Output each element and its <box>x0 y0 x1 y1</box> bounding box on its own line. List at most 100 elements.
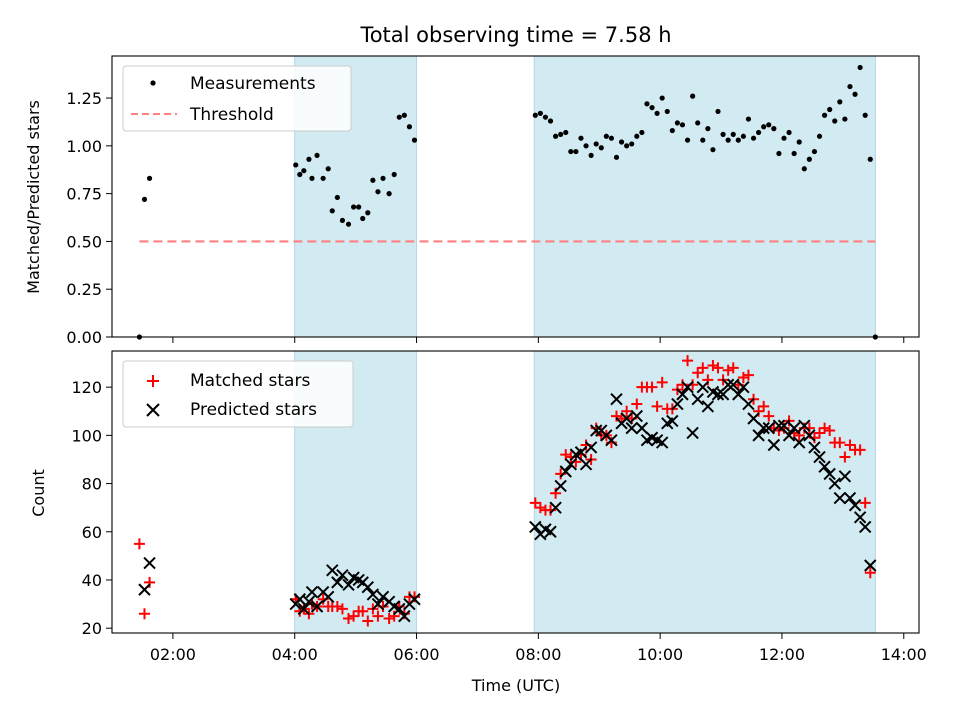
measurements-point <box>715 108 721 115</box>
matched-stars-point <box>712 362 724 374</box>
measurements-point <box>644 101 650 107</box>
predicted-stars-point <box>798 419 811 432</box>
predicted-stars-point <box>823 467 836 481</box>
predicted-stars-point <box>808 441 821 454</box>
measurements-point <box>664 108 670 115</box>
predicted-stars-point <box>666 414 679 428</box>
measurements-point <box>827 106 833 113</box>
measurements-point <box>365 210 371 216</box>
measurements-point <box>345 221 352 227</box>
measurements-point <box>766 122 772 128</box>
measurements-point <box>297 171 303 178</box>
measurements-point <box>401 112 407 118</box>
matched-stars-point <box>824 425 836 437</box>
predicted-stars-point <box>757 421 770 435</box>
measurements-point <box>411 137 418 143</box>
predicted-stars-point <box>777 419 791 432</box>
matched-stars-point <box>383 613 395 625</box>
predicted-stars-point <box>366 588 380 601</box>
measurements-point <box>659 95 665 101</box>
matched-stars-point <box>864 567 876 579</box>
predicted-stars-point <box>310 600 324 613</box>
predicted-stars-point <box>293 593 306 606</box>
measurements-point <box>634 133 640 139</box>
measurements-point <box>578 135 584 141</box>
measurements-point <box>608 135 615 141</box>
predicted-stars-point <box>579 458 593 471</box>
bottom-y-axis: 20 40 60 80 100 120 <box>71 378 112 638</box>
measurements-point <box>320 175 326 181</box>
measurements-point <box>293 162 299 168</box>
predicted-stars-point <box>605 433 618 447</box>
measurements-point <box>867 156 873 162</box>
matched-stars-point <box>372 610 384 622</box>
measurements-point <box>690 93 696 99</box>
predicted-stars-point <box>331 576 344 589</box>
matched-stars-point <box>133 538 145 550</box>
measurements-point <box>674 120 681 126</box>
measurements-point <box>750 135 757 141</box>
measurements-point <box>700 137 706 143</box>
predicted-stars-point <box>701 400 715 413</box>
measurements-point <box>360 215 366 222</box>
measurements-point <box>740 133 746 139</box>
measurements-point <box>806 156 812 162</box>
measurements-point <box>745 116 752 122</box>
measurements-point <box>552 133 559 139</box>
predicted-stars-point <box>696 380 709 394</box>
bot-y-tick-label: 60 <box>82 523 102 542</box>
bottom-y-axis-label: Count <box>29 469 48 517</box>
matched-stars-point <box>534 502 546 514</box>
matched-stars-point <box>727 362 739 374</box>
x-tick-label: 12:00 <box>759 645 805 664</box>
measurements-point <box>649 105 655 111</box>
matched-stars-point <box>834 437 846 449</box>
measurements-point <box>862 112 868 118</box>
measurements-point <box>542 114 549 120</box>
matched-stars-point <box>362 615 374 627</box>
measurements-point <box>593 141 599 147</box>
predicted-stars-point <box>138 583 151 596</box>
predicted-stars-point <box>371 597 385 611</box>
measurements-point <box>334 194 340 201</box>
top-y-tick-label: 0.50 <box>66 232 102 251</box>
x-tick-label: 04:00 <box>272 645 318 664</box>
bot-y-tick-label: 20 <box>82 619 102 638</box>
predicted-stars-point <box>864 559 877 572</box>
predicted-stars-point <box>610 392 623 406</box>
predicted-stars-point <box>833 491 847 505</box>
matched-stars-point <box>839 451 851 463</box>
matched-stars-point <box>388 610 400 622</box>
x-axis-label: Time (UTC) <box>471 676 560 695</box>
bot-y-tick-label: 80 <box>82 475 102 494</box>
measurements-point <box>816 133 823 139</box>
predicted-stars-point <box>793 436 806 449</box>
predicted-stars-point <box>297 602 311 616</box>
predicted-stars-point <box>564 458 578 471</box>
measurements-point <box>573 148 579 155</box>
measurements-point <box>832 118 838 124</box>
predicted-stars-point <box>813 450 826 464</box>
predicted-stars-point <box>635 421 649 435</box>
matched-stars-point <box>814 427 826 439</box>
predicted-stars-point <box>848 499 862 512</box>
matched-stars-point <box>646 381 658 393</box>
measurements-point <box>306 156 312 162</box>
top-y-axis-label: Matched/Predicted stars <box>24 100 43 294</box>
bottom-legend: Matched stars Predicted stars <box>122 360 354 428</box>
measurements-point <box>329 208 335 214</box>
measurements-point <box>730 131 736 137</box>
top-plot-area <box>136 64 878 340</box>
predicted-stars-point <box>681 380 694 394</box>
matched-stars-point <box>631 398 643 410</box>
matched-stars-point <box>331 600 343 612</box>
top-legend: Measurements Threshold <box>122 65 352 132</box>
measurements-point <box>141 196 148 202</box>
predicted-stars-point <box>711 388 725 401</box>
matched-stars-point <box>742 369 754 381</box>
top-y-tick-label: 1.00 <box>66 137 102 156</box>
matched-stars-point <box>763 410 775 422</box>
predicted-stars-point <box>767 438 781 452</box>
measurements-point <box>629 141 635 147</box>
predicted-stars-point <box>787 421 801 435</box>
